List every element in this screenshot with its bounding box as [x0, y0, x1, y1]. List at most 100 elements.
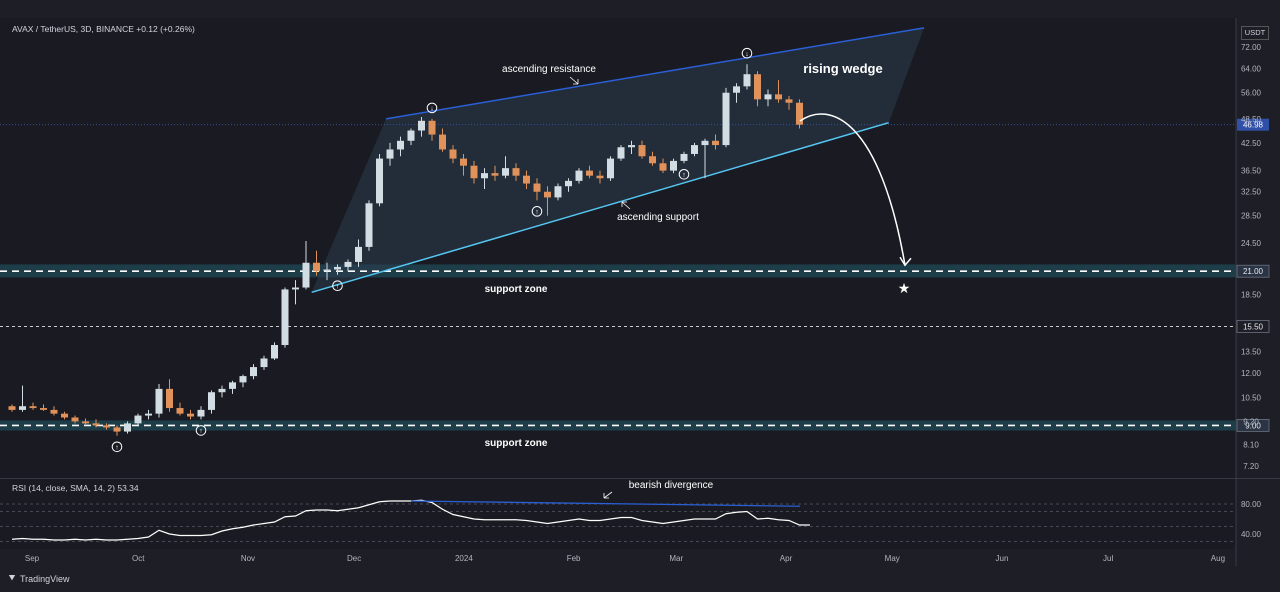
up-arrow-glyph: ↑ [535, 209, 539, 216]
candle-body [754, 74, 761, 100]
up-arrow-icon [195, 425, 207, 436]
price-tick-label: 64.00 [1241, 64, 1262, 73]
rsi-panel: RSI (14, close, SMA, 14, 2) 53.34 80.00 40… [0, 480, 1262, 542]
candle-body [8, 406, 16, 410]
down-arrow-glyph: ↓ [745, 51, 749, 58]
wedge-fill [311, 27, 925, 293]
price-tick-label: 10.50 [1241, 393, 1262, 402]
price-tick-label: 48.50 [1241, 115, 1262, 124]
rising-wedge-area [311, 27, 925, 293]
last-price-label: 46.98 [1243, 121, 1264, 130]
price-tick-label: 7.20 [1243, 462, 1259, 471]
support-zone-lower-label: support zone [485, 438, 548, 449]
candle-body [502, 168, 509, 176]
level-label: 21.00 [1243, 267, 1264, 276]
candle-body [197, 409, 205, 417]
candle-body [355, 246, 362, 262]
price-tick-label: 32.50 [1241, 188, 1262, 197]
time-tick-label: May [885, 554, 900, 563]
price-tick-label: 36.50 [1241, 167, 1262, 176]
candle-body [470, 165, 478, 179]
up-arrow-icon [111, 441, 123, 453]
time-tick-label: Sep [25, 554, 40, 563]
annotations: rising wedge ascending resistance ascendin… [485, 61, 883, 449]
target-star-icon: ★ [898, 280, 911, 296]
candle-body [460, 158, 467, 166]
candle-body [208, 392, 215, 410]
ascending-support-label: ascending support [617, 212, 699, 223]
up-arrow-icon [332, 280, 343, 292]
candle-body [733, 86, 740, 93]
level-label: 15.50 [1243, 322, 1264, 331]
up-arrow-icon [678, 168, 690, 180]
price-tick-label: 13.50 [1241, 348, 1262, 357]
currency-label[interactable]: USDT [1241, 26, 1269, 40]
price-tick-label: 72.00 [1241, 43, 1262, 52]
candle-body [344, 261, 352, 267]
candle-body [271, 344, 278, 359]
candle-body [113, 427, 121, 432]
rising-wedge-label: rising wedge [803, 61, 882, 76]
up-arrow-glyph: ↑ [199, 428, 203, 435]
candle-body [649, 156, 656, 164]
trend-lines [311, 27, 925, 294]
price-tick-label: 24.50 [1241, 239, 1262, 248]
candle-body [82, 421, 89, 424]
candle-body [239, 376, 247, 383]
support-pointer-icon [621, 201, 631, 210]
candle-body [302, 262, 310, 288]
ascending-support-line [311, 121, 889, 294]
symbol-header: AVAX / TetherUS, 3D, BINANCE +0.12 (+0.2… [12, 24, 195, 34]
last-price-tag [1237, 118, 1269, 131]
brand-name: TradingView [20, 573, 70, 584]
candle-body [418, 120, 425, 131]
projection-arrowhead [899, 256, 912, 267]
candle-body [670, 160, 677, 171]
candle-body [617, 147, 625, 159]
time-tick-label: 2024 [455, 554, 473, 563]
candle-body [775, 94, 782, 100]
candle-body [439, 134, 446, 150]
bearish-divergence-line [410, 500, 801, 507]
candle-body [796, 102, 803, 125]
up-arrow-glyph: ↑ [115, 444, 119, 451]
candle-body [323, 269, 331, 272]
level-tag [1236, 264, 1270, 278]
candle-body [785, 99, 793, 103]
candle-body [29, 406, 37, 409]
price-axis: 72.00 64.00 56.00 48.50 42.50 36.50 32.50 28.50… [1241, 43, 1262, 471]
time-tick-label: Jul [1103, 554, 1113, 563]
touch-markers: ↑ ↑ ↑ ↑ ↑ ↓ ↓ [111, 47, 753, 453]
divergence-pointer-icon [603, 491, 613, 499]
candle-body [544, 191, 551, 198]
up-arrow-glyph: ↑ [682, 172, 686, 179]
candle-body [680, 153, 688, 161]
candle-body [229, 382, 236, 389]
candle-body [50, 409, 58, 414]
candle-body [691, 145, 698, 154]
candle-body [659, 163, 667, 171]
candle-body [565, 180, 572, 187]
candle-body [281, 289, 289, 345]
price-tick-label: 8.10 [1243, 441, 1259, 450]
price-tick-label: 12.00 [1241, 369, 1262, 378]
level-tag [1236, 320, 1270, 333]
candle-body [250, 367, 257, 377]
rsi-label: RSI (14, close, SMA, 14, 2) 53.34 [12, 483, 139, 493]
candle-body [19, 406, 26, 410]
candles [8, 64, 803, 436]
down-arrow-icon [741, 47, 753, 59]
candle-body [722, 92, 730, 146]
candle-body [386, 149, 394, 159]
price-tick-label: 42.50 [1241, 139, 1262, 148]
time-axis: Sep Oct Nov Dec 2024 Feb Mar Apr May Jun Jul Aug [25, 554, 1225, 563]
horizontal-levels: 21.00 15.50 9.00 46.98 [0, 118, 1270, 432]
down-arrow-glyph: ↓ [430, 105, 434, 112]
up-arrow-glyph: ↑ [336, 283, 340, 290]
candle-body [743, 74, 751, 87]
candle-body [491, 173, 499, 176]
candle-body [523, 175, 530, 184]
candle-body [512, 168, 520, 176]
tradingview-logo-icon: ⯆ [8, 573, 16, 584]
